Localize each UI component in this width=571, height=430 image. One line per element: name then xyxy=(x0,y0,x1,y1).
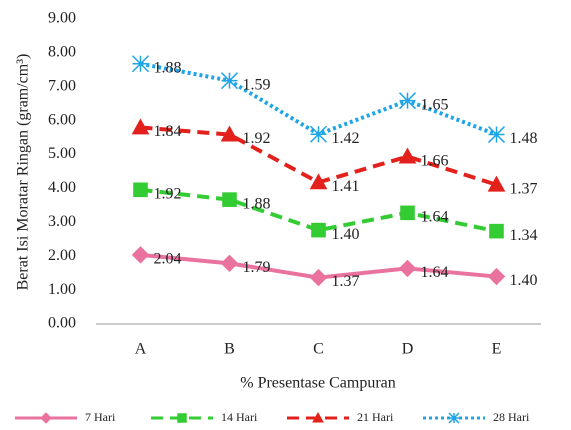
x-tick-label: D xyxy=(402,341,414,358)
data-label: 1.40 xyxy=(510,272,538,289)
marker xyxy=(309,268,328,287)
y-tick-label: 9.00 xyxy=(48,10,76,27)
y-axis-title: Berat Isi Moratar Ringan (gram/cm³) xyxy=(15,54,32,291)
y-tick-label: 2.00 xyxy=(48,247,76,264)
data-label: 1.37 xyxy=(510,180,538,197)
legend-label: 7 Hari xyxy=(85,410,116,424)
data-label: 2.04 xyxy=(154,251,182,268)
x-axis-title: % Presentase Campuran xyxy=(240,375,396,392)
marker xyxy=(220,125,239,142)
marker xyxy=(312,411,324,423)
x-tick-label: B xyxy=(224,341,235,358)
marker xyxy=(398,92,417,110)
data-label: 1.92 xyxy=(243,130,271,147)
marker xyxy=(309,125,328,143)
y-tick-label: 3.00 xyxy=(48,213,76,230)
data-label: 1.64 xyxy=(421,209,449,226)
data-label: 1.59 xyxy=(243,76,271,93)
marker xyxy=(131,55,150,73)
data-label: 1.92 xyxy=(154,185,182,202)
x-tick-label: E xyxy=(492,341,502,358)
marker xyxy=(220,254,239,273)
legend-label: 21 Hari xyxy=(357,410,394,424)
legend-label: 14 Hari xyxy=(221,410,258,424)
data-label: 1.79 xyxy=(243,259,271,276)
marker xyxy=(309,173,328,190)
y-tick-label: 8.00 xyxy=(48,44,76,61)
marker xyxy=(131,118,150,135)
y-tick-label: 1.00 xyxy=(48,281,76,298)
data-label: 1.40 xyxy=(332,226,360,243)
marker xyxy=(40,412,52,424)
legend-label: 28 Hari xyxy=(493,410,530,424)
data-label: 1.41 xyxy=(332,178,360,195)
marker xyxy=(487,175,506,192)
x-tick-label: C xyxy=(313,341,324,358)
marker xyxy=(133,182,148,198)
y-tick-label: 0.00 xyxy=(48,315,76,332)
marker xyxy=(487,267,506,286)
series-line xyxy=(140,187,497,234)
marker xyxy=(131,246,150,264)
x-tick-label: A xyxy=(135,341,147,358)
data-label: 1.34 xyxy=(510,227,538,244)
marker xyxy=(311,222,326,238)
data-label: 1.64 xyxy=(421,264,449,281)
marker xyxy=(177,413,187,423)
y-tick-label: 5.00 xyxy=(48,145,76,162)
data-label: 1.88 xyxy=(243,195,271,212)
y-tick-label: 7.00 xyxy=(48,77,76,94)
marker xyxy=(487,126,506,144)
data-label: 1.84 xyxy=(154,123,182,140)
marker xyxy=(400,205,415,221)
data-label: 1.48 xyxy=(510,130,538,147)
marker xyxy=(222,192,237,207)
y-tick-label: 4.00 xyxy=(48,179,76,196)
data-label: 1.66 xyxy=(421,152,449,169)
data-label: 1.65 xyxy=(421,96,449,113)
marker xyxy=(398,259,417,278)
y-tick-label: 6.00 xyxy=(48,111,76,128)
data-label: 1.37 xyxy=(332,273,360,290)
marker xyxy=(448,412,460,424)
data-label: 1.88 xyxy=(154,59,182,76)
marker xyxy=(489,223,504,239)
data-label: 1.42 xyxy=(332,130,360,147)
marker xyxy=(220,72,239,90)
marker xyxy=(398,147,417,164)
